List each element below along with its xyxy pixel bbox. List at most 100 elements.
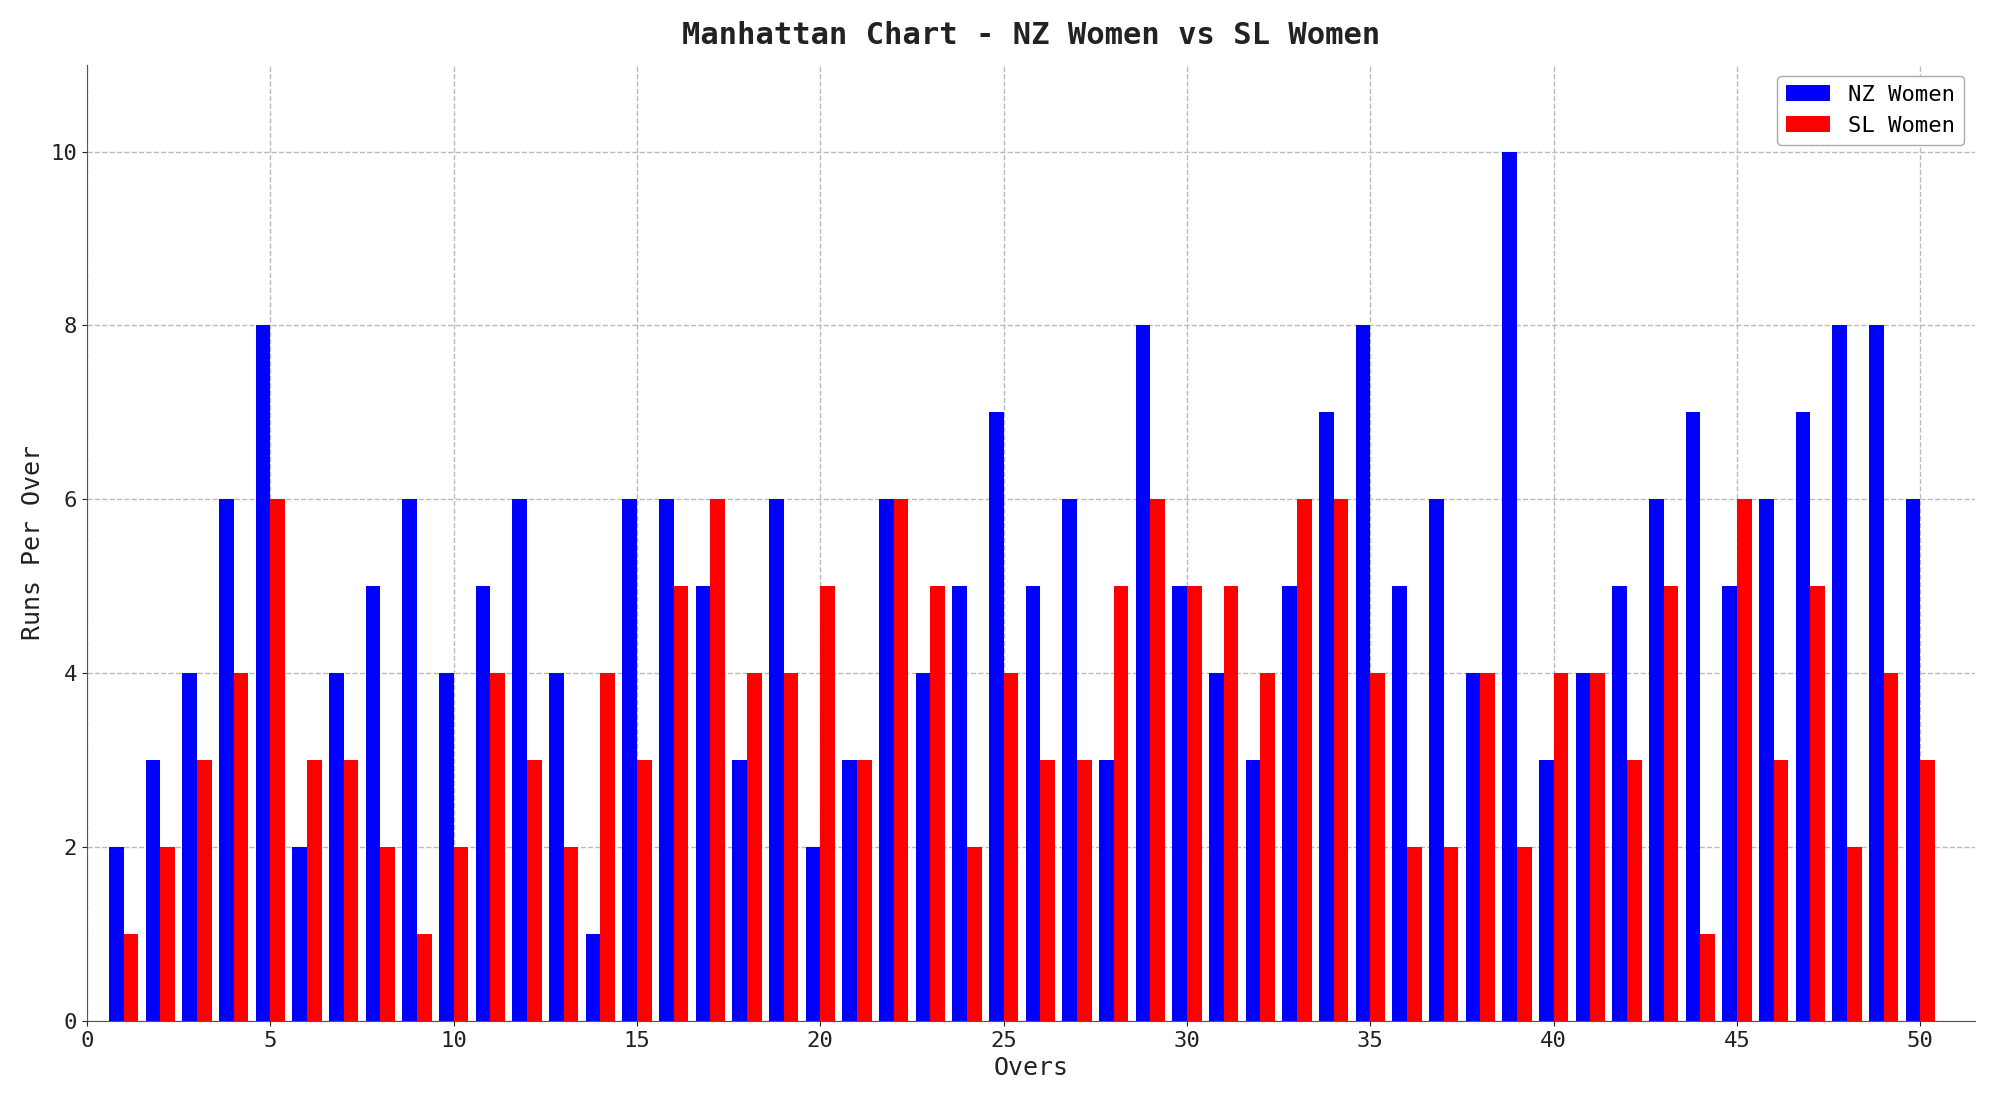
- Bar: [733, 760, 747, 1021]
- Bar: [1136, 326, 1150, 1021]
- Bar: [1774, 760, 1788, 1021]
- Bar: [1078, 760, 1092, 1021]
- Bar: [1758, 500, 1774, 1021]
- Bar: [453, 847, 469, 1021]
- Bar: [124, 934, 138, 1021]
- Bar: [1868, 326, 1884, 1021]
- Bar: [673, 586, 689, 1021]
- Bar: [856, 760, 872, 1021]
- Bar: [768, 500, 784, 1021]
- Bar: [1443, 847, 1459, 1021]
- Bar: [160, 847, 176, 1021]
- Bar: [952, 586, 966, 1021]
- Bar: [1297, 500, 1311, 1021]
- Bar: [585, 934, 601, 1021]
- Bar: [1172, 586, 1188, 1021]
- Bar: [1663, 586, 1679, 1021]
- Bar: [255, 326, 269, 1021]
- Bar: [820, 586, 834, 1021]
- Bar: [1517, 847, 1531, 1021]
- Bar: [1810, 586, 1824, 1021]
- Bar: [563, 847, 579, 1021]
- Bar: [1723, 586, 1737, 1021]
- Bar: [1246, 760, 1259, 1021]
- Bar: [1906, 500, 1920, 1021]
- Bar: [234, 673, 248, 1021]
- Bar: [988, 413, 1004, 1021]
- Bar: [806, 847, 820, 1021]
- Bar: [1737, 500, 1752, 1021]
- Bar: [1259, 673, 1275, 1021]
- Bar: [930, 586, 944, 1021]
- Bar: [1224, 586, 1238, 1021]
- Legend: NZ Women, SL Women: NZ Women, SL Women: [1776, 76, 1964, 144]
- Bar: [379, 847, 395, 1021]
- Bar: [527, 760, 541, 1021]
- Bar: [549, 673, 563, 1021]
- Bar: [1539, 760, 1553, 1021]
- Bar: [1553, 673, 1569, 1021]
- Bar: [1481, 673, 1495, 1021]
- Bar: [491, 673, 505, 1021]
- Bar: [1188, 586, 1202, 1021]
- Bar: [894, 500, 908, 1021]
- Bar: [343, 760, 357, 1021]
- Bar: [1369, 673, 1385, 1021]
- Bar: [1649, 500, 1663, 1021]
- Bar: [182, 673, 198, 1021]
- Title: Manhattan Chart - NZ Women vs SL Women: Manhattan Chart - NZ Women vs SL Women: [683, 21, 1379, 50]
- Bar: [1503, 152, 1517, 1021]
- Bar: [1627, 760, 1641, 1021]
- Bar: [878, 500, 894, 1021]
- Bar: [1281, 586, 1297, 1021]
- Bar: [1100, 760, 1114, 1021]
- Bar: [1465, 673, 1481, 1021]
- Bar: [1846, 847, 1862, 1021]
- Y-axis label: Runs Per Over: Runs Per Over: [20, 445, 44, 641]
- Bar: [513, 500, 527, 1021]
- Bar: [269, 500, 285, 1021]
- Bar: [1355, 326, 1369, 1021]
- Bar: [842, 760, 856, 1021]
- Bar: [916, 673, 930, 1021]
- Bar: [1407, 847, 1421, 1021]
- Bar: [784, 673, 798, 1021]
- Bar: [601, 673, 615, 1021]
- Bar: [1575, 673, 1591, 1021]
- Bar: [329, 673, 343, 1021]
- Bar: [110, 847, 124, 1021]
- Bar: [401, 500, 417, 1021]
- Bar: [1114, 586, 1128, 1021]
- Bar: [475, 586, 491, 1021]
- Bar: [291, 847, 307, 1021]
- Bar: [1796, 413, 1810, 1021]
- Bar: [1832, 326, 1846, 1021]
- Bar: [695, 586, 711, 1021]
- Bar: [1429, 500, 1443, 1021]
- Bar: [1613, 586, 1627, 1021]
- Bar: [1210, 673, 1224, 1021]
- Bar: [365, 586, 379, 1021]
- Bar: [307, 760, 321, 1021]
- Bar: [1391, 586, 1407, 1021]
- Bar: [1920, 760, 1934, 1021]
- Bar: [1685, 413, 1701, 1021]
- X-axis label: Overs: Overs: [994, 1056, 1068, 1080]
- Bar: [1701, 934, 1715, 1021]
- Bar: [1884, 673, 1898, 1021]
- Bar: [1062, 500, 1078, 1021]
- Bar: [1333, 500, 1347, 1021]
- Bar: [966, 847, 982, 1021]
- Bar: [1004, 673, 1018, 1021]
- Bar: [623, 500, 637, 1021]
- Bar: [439, 673, 453, 1021]
- Bar: [711, 500, 725, 1021]
- Bar: [747, 673, 762, 1021]
- Bar: [1150, 500, 1166, 1021]
- Bar: [1319, 413, 1333, 1021]
- Bar: [146, 760, 160, 1021]
- Bar: [659, 500, 673, 1021]
- Bar: [637, 760, 651, 1021]
- Bar: [198, 760, 212, 1021]
- Bar: [1026, 586, 1040, 1021]
